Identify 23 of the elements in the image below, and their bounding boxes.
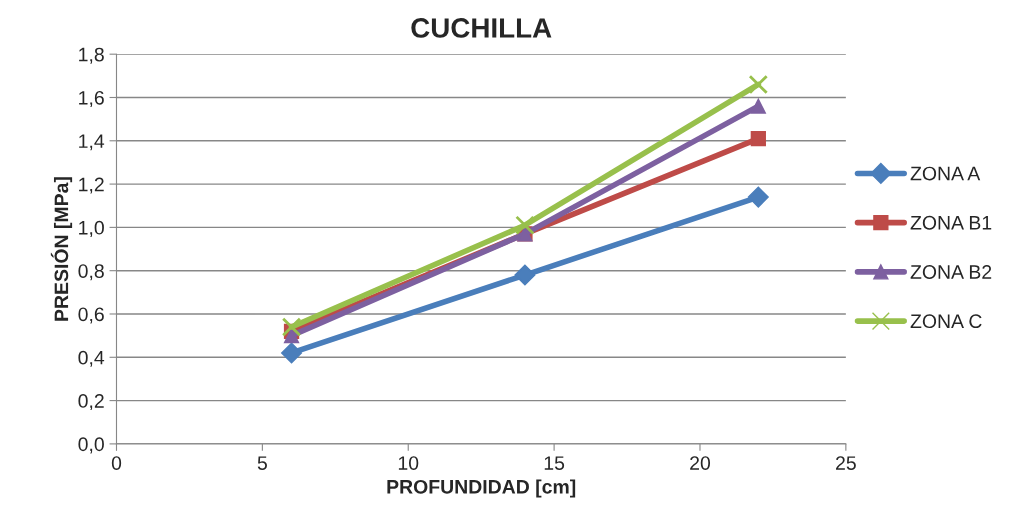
legend-label: ZONA C (910, 314, 982, 329)
x-tick-label: 25 (836, 456, 856, 470)
chart-title: CUCHILLA (411, 18, 552, 38)
x-tick-label: 15 (544, 456, 565, 470)
y-tick-label: 0,6 (78, 307, 104, 324)
x-axis-title: PROFUNDIDAD [cm] (387, 479, 576, 498)
legend-label: ZONA A (910, 166, 981, 181)
y-tick-label: 1,8 (79, 47, 104, 64)
y-tick-label: 1,2 (79, 177, 104, 194)
x-tick-label: 20 (690, 456, 711, 470)
x-tick-label: 5 (257, 456, 267, 470)
y-tick-label: 0,0 (78, 437, 104, 454)
legend-label: ZONA B1 (910, 215, 992, 230)
y-tick-label: 1,0 (79, 220, 104, 237)
y-axis-title: PRESIÓN [MPa] (50, 177, 73, 321)
x-tick-label: 10 (398, 456, 419, 470)
legend-label: ZONA B2 (910, 265, 992, 279)
x-tick-label: 0 (111, 456, 122, 470)
y-tick-label: 0,2 (78, 394, 104, 411)
y-tick-label: 0,4 (78, 350, 105, 367)
y-tick-label: 0,8 (78, 264, 104, 281)
y-tick-label: 1,4 (79, 134, 105, 151)
y-tick-label: 1,6 (79, 90, 104, 108)
